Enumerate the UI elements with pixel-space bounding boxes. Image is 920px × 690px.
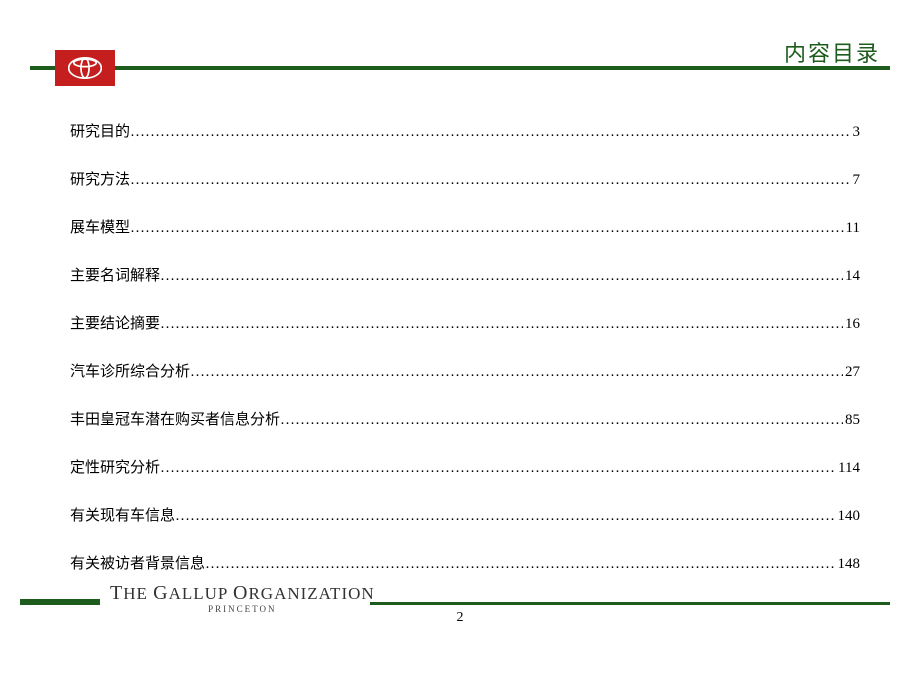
toc-row: 展车模型 11 <box>70 216 860 237</box>
toc-leader <box>130 220 844 237</box>
toc-page: 7 <box>851 172 861 189</box>
toc-leader <box>280 412 843 429</box>
toc-page: 27 <box>843 364 860 381</box>
toc-leader <box>205 556 835 573</box>
toc-page: 85 <box>843 412 860 429</box>
toc-leader <box>160 268 843 285</box>
toc-leader <box>190 364 843 381</box>
toc-leader <box>160 316 843 333</box>
footer-rule-left <box>20 599 100 605</box>
table-of-contents: 研究目的 3 研究方法 7 展车模型 11 主要名词解释 14 主要结论摘要 1… <box>70 120 860 600</box>
toc-label: 丰田皇冠车潜在购买者信息分析 <box>70 408 280 429</box>
toc-label: 展车模型 <box>70 216 130 237</box>
toc-row: 研究目的 3 <box>70 120 860 141</box>
toc-leader <box>130 124 850 141</box>
toc-leader <box>175 508 835 525</box>
toyota-logo-badge <box>55 50 115 86</box>
toc-row: 定性研究分析 114 <box>70 456 860 477</box>
toc-label: 主要名词解释 <box>70 264 160 285</box>
toc-row: 丰田皇冠车潜在购买者信息分析 85 <box>70 408 860 429</box>
toc-row: 研究方法 7 <box>70 168 860 189</box>
toc-page: 114 <box>836 460 860 477</box>
toc-label: 有关被访者背景信息 <box>70 552 205 573</box>
toc-row: 主要结论摘要 16 <box>70 312 860 333</box>
toyota-logo-icon <box>68 57 102 79</box>
toc-label: 有关现有车信息 <box>70 504 175 525</box>
footer-rule-right <box>370 602 890 605</box>
page-number: 2 <box>0 610 920 626</box>
toc-page: 140 <box>836 508 861 525</box>
toc-leader <box>160 460 836 477</box>
footer-org-name: THE GALLUP ORGANIZATION <box>110 582 375 605</box>
toc-label: 研究目的 <box>70 120 130 141</box>
toc-label: 汽车诊所综合分析 <box>70 360 190 381</box>
toc-page: 14 <box>843 268 860 285</box>
toc-label: 主要结论摘要 <box>70 312 160 333</box>
toc-page: 3 <box>851 124 861 141</box>
toc-label: 研究方法 <box>70 168 130 189</box>
toc-row: 有关现有车信息 140 <box>70 504 860 525</box>
page-title: 内容目录 <box>784 36 880 68</box>
header-rule <box>30 66 890 70</box>
toc-page: 148 <box>836 556 861 573</box>
toc-label: 定性研究分析 <box>70 456 160 477</box>
toc-row: 有关被访者背景信息 148 <box>70 552 860 573</box>
toc-leader <box>130 172 850 189</box>
toc-page: 11 <box>844 220 860 237</box>
toc-page: 16 <box>843 316 860 333</box>
toc-row: 汽车诊所综合分析 27 <box>70 360 860 381</box>
toc-row: 主要名词解释 14 <box>70 264 860 285</box>
